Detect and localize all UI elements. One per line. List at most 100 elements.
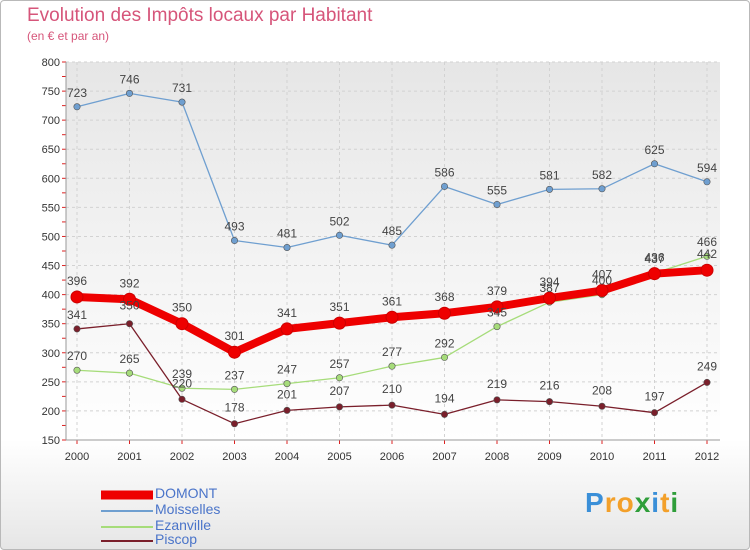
data-point — [388, 362, 396, 370]
x-tick-label: 2009 — [537, 451, 561, 463]
data-point — [700, 263, 714, 277]
data-label: 265 — [119, 352, 139, 366]
legend-item-ezanville: Ezanville — [101, 517, 301, 534]
data-label: 194 — [434, 391, 454, 405]
data-point — [335, 374, 343, 382]
data-label: 351 — [329, 300, 349, 314]
data-label: 436 — [644, 251, 664, 265]
x-tick-label: 2002 — [170, 451, 194, 463]
data-label: 350 — [172, 301, 192, 315]
data-point — [543, 291, 556, 305]
data-label: 555 — [487, 183, 507, 197]
data-point — [703, 178, 711, 186]
legend-label: Piscop — [155, 531, 198, 547]
legend-swatch — [101, 490, 153, 500]
legend-label: Moisselles — [155, 501, 221, 517]
data-point — [440, 353, 448, 361]
data-label: 219 — [487, 377, 507, 391]
logo-letter: o — [616, 487, 635, 518]
logo-letter: i — [651, 487, 661, 518]
data-label: 270 — [67, 349, 87, 363]
data-label: 210 — [382, 382, 402, 396]
data-label: 197 — [644, 390, 664, 404]
data-point — [438, 306, 451, 320]
data-label: 485 — [382, 224, 402, 238]
data-label: 493 — [224, 220, 244, 234]
y-tick-label: 800 — [42, 57, 60, 69]
data-label: 368 — [434, 290, 454, 304]
legend-item-moisselles: Moisselles — [101, 501, 301, 518]
data-point — [493, 200, 501, 208]
x-tick-label: 2008 — [485, 451, 509, 463]
legend-item-domont: DOMONT — [101, 485, 301, 502]
data-label: 625 — [644, 143, 664, 157]
data-label: 247 — [277, 363, 297, 377]
data-label: 437 — [644, 252, 664, 266]
logo-letter: r — [604, 487, 617, 518]
data-label: 442 — [697, 247, 717, 261]
data-label: 466 — [697, 235, 717, 249]
data-label: 582 — [592, 168, 612, 182]
data-point — [280, 322, 294, 336]
proxiti-logo: Proxiti — [585, 487, 679, 519]
data-point — [650, 160, 658, 168]
y-tick-label: 650 — [42, 144, 60, 156]
data-point — [231, 385, 239, 393]
data-point — [388, 241, 396, 249]
data-point — [598, 402, 606, 410]
data-label: 239 — [172, 367, 192, 381]
data-label: 387 — [539, 281, 559, 295]
data-label: 237 — [224, 368, 244, 382]
logo-letter: i — [670, 487, 680, 518]
legend-swatch — [101, 510, 153, 512]
legend-swatch — [101, 526, 153, 528]
data-label: 341 — [67, 308, 87, 322]
data-label: 257 — [329, 357, 349, 371]
data-point — [231, 420, 239, 428]
data-point — [283, 244, 291, 252]
legend-swatch — [101, 540, 153, 542]
data-point — [123, 292, 136, 306]
data-point — [648, 267, 661, 281]
data-point — [650, 409, 658, 417]
legend-label: Ezanville — [155, 517, 212, 533]
data-label: 350 — [119, 299, 139, 313]
x-tick-label: 2005 — [327, 451, 351, 463]
y-tick-label: 500 — [42, 231, 60, 243]
data-label: 394 — [539, 275, 559, 289]
data-label: 220 — [172, 376, 192, 390]
data-point — [598, 185, 606, 193]
data-label: 581 — [539, 168, 559, 182]
y-tick-label: 700 — [42, 115, 60, 127]
data-point — [283, 406, 291, 414]
data-label: 207 — [329, 384, 349, 398]
data-label: 481 — [277, 227, 297, 241]
y-tick-label: 250 — [42, 377, 60, 389]
data-label: 407 — [592, 268, 612, 282]
x-tick-label: 2007 — [432, 451, 456, 463]
data-point — [73, 103, 81, 111]
logo-letter: x — [634, 487, 652, 518]
x-tick-label: 2001 — [117, 451, 141, 463]
data-point — [175, 317, 189, 331]
data-label: 723 — [67, 86, 87, 100]
data-label: 249 — [697, 359, 717, 373]
y-tick-label: 450 — [42, 261, 60, 273]
x-tick-label: 2004 — [275, 451, 299, 463]
y-tick-label: 750 — [42, 86, 60, 98]
logo-letter: t — [660, 487, 671, 518]
data-point — [126, 320, 134, 328]
y-tick-label: 600 — [42, 173, 60, 185]
data-point — [178, 98, 186, 106]
data-label: 396 — [67, 274, 87, 288]
data-label: 292 — [434, 336, 454, 350]
data-point — [335, 231, 343, 239]
data-label: 594 — [697, 161, 717, 175]
data-label: 301 — [224, 329, 244, 343]
y-tick-label: 400 — [42, 290, 60, 302]
data-label: 341 — [277, 306, 297, 320]
data-label: 277 — [382, 345, 402, 359]
data-label: 731 — [172, 81, 192, 95]
data-point — [231, 237, 239, 245]
x-tick-label: 2010 — [590, 451, 614, 463]
